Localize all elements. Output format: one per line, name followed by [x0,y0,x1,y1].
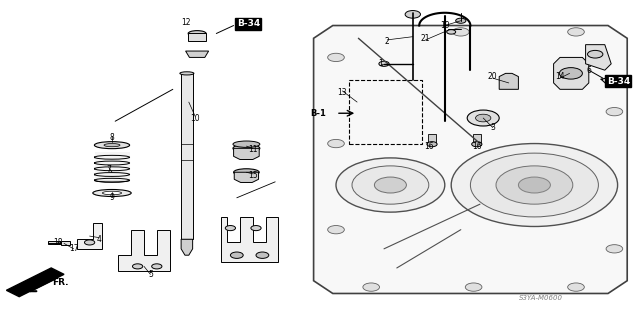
Circle shape [476,114,491,122]
Text: B-34: B-34 [237,19,260,28]
Polygon shape [118,230,170,271]
Circle shape [336,158,445,212]
Text: 3: 3 [490,123,495,132]
Bar [181,73,193,239]
Circle shape [606,108,623,116]
Bar [428,134,436,145]
Text: 7: 7 [106,165,111,174]
Circle shape [465,283,482,291]
Ellipse shape [95,142,129,149]
Circle shape [379,61,389,66]
Bar [95,152,130,180]
Text: 20: 20 [488,72,498,81]
Circle shape [606,245,623,253]
Circle shape [328,226,344,234]
Ellipse shape [188,31,206,36]
Circle shape [467,110,499,126]
Ellipse shape [102,191,122,195]
Polygon shape [221,217,278,262]
Circle shape [568,283,584,291]
Polygon shape [181,239,193,255]
Text: 15: 15 [248,171,258,180]
Circle shape [456,18,466,23]
Circle shape [427,142,437,147]
Circle shape [256,252,269,258]
Text: 12: 12 [181,18,190,27]
Polygon shape [6,268,64,297]
Circle shape [328,139,344,148]
Circle shape [225,226,236,231]
Polygon shape [314,26,627,293]
Circle shape [496,166,573,204]
Polygon shape [499,73,518,89]
Text: 8: 8 [109,133,115,142]
Polygon shape [586,45,611,70]
Ellipse shape [180,72,194,75]
Circle shape [230,252,243,258]
Polygon shape [234,148,259,160]
Circle shape [588,50,603,58]
Circle shape [251,226,261,231]
Text: 16: 16 [424,142,434,151]
Text: 2: 2 [385,37,390,46]
Circle shape [472,142,482,147]
Text: B-34: B-34 [607,77,630,86]
Bar [188,33,206,41]
Bar [48,241,60,244]
Circle shape [132,264,143,269]
Text: B-34: B-34 [237,19,260,28]
Circle shape [328,53,344,62]
Text: 9: 9 [109,193,115,202]
Text: 6: 6 [586,66,591,75]
Circle shape [568,28,584,36]
Polygon shape [554,57,589,89]
Circle shape [451,144,618,226]
Text: S3YA-M0600: S3YA-M0600 [519,295,563,301]
Circle shape [518,177,550,193]
Ellipse shape [95,178,129,182]
Ellipse shape [233,141,260,147]
Text: 14: 14 [555,72,565,81]
Text: 16: 16 [472,142,482,151]
Text: 18: 18 [53,238,62,247]
Circle shape [470,153,598,217]
Circle shape [405,11,420,18]
Bar [61,241,70,245]
Circle shape [559,68,582,79]
Polygon shape [234,172,259,182]
Circle shape [152,264,162,269]
Ellipse shape [233,144,260,152]
Circle shape [447,30,456,34]
Text: 17: 17 [68,244,79,253]
Ellipse shape [234,169,259,176]
Text: B-34: B-34 [607,77,630,86]
Ellipse shape [93,189,131,197]
Circle shape [452,28,469,36]
Text: FR.: FR. [52,278,69,287]
Text: 10: 10 [190,114,200,122]
Circle shape [363,283,380,291]
Text: 5: 5 [148,270,153,279]
Polygon shape [77,223,102,249]
Ellipse shape [104,144,120,147]
Bar [473,134,481,145]
Text: 4: 4 [97,235,102,244]
Polygon shape [186,51,209,57]
Text: 1: 1 [378,59,383,68]
Text: 19: 19 [440,21,450,30]
Text: B-1: B-1 [310,109,326,118]
Circle shape [374,177,406,193]
Text: 21: 21 [421,34,430,43]
Circle shape [352,166,429,204]
Text: 13: 13 [337,88,348,97]
Circle shape [84,240,95,245]
Text: 11: 11 [248,145,257,154]
